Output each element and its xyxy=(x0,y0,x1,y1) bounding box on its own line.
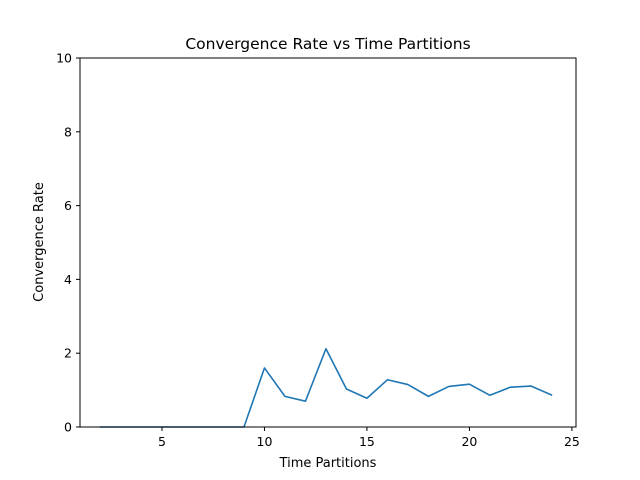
x-tick-label: 25 xyxy=(564,434,580,449)
y-tick-label: 2 xyxy=(64,346,72,361)
y-tick-label: 6 xyxy=(64,198,72,213)
chart-title: Convergence Rate vs Time Partitions xyxy=(185,35,470,53)
x-tick-label: 5 xyxy=(158,434,166,449)
x-axis-label: Time Partitions xyxy=(279,456,377,471)
axes-frame xyxy=(79,57,577,428)
x-tick-label: 10 xyxy=(257,434,273,449)
y-axis-label: Convergence Rate xyxy=(32,182,47,302)
y-tick-label: 4 xyxy=(64,272,72,287)
y-tick-label: 8 xyxy=(64,124,72,139)
y-tick-label: 0 xyxy=(64,420,72,435)
x-tick-label: 20 xyxy=(461,434,477,449)
x-tick-label: 15 xyxy=(359,434,375,449)
y-tick-label: 10 xyxy=(56,51,72,66)
plot-area: 5 10 15 20 25 0 2 4 6 8 10 xyxy=(56,51,580,450)
